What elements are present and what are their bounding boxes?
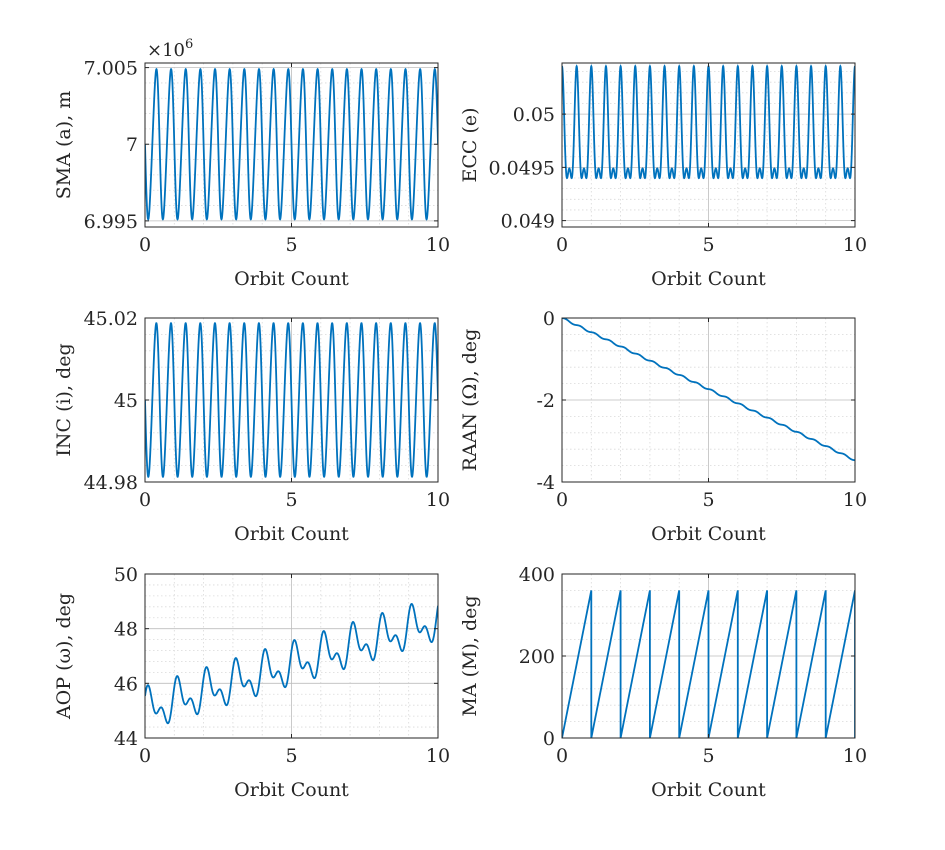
- y-tick-label: 0: [543, 728, 555, 750]
- y-tick-label: 0.049: [501, 211, 555, 233]
- x-tick-label: 5: [285, 234, 297, 256]
- x-tick-label: 0: [139, 489, 151, 511]
- subplot-6: 0 5 10 0 200 400 Orbit Count MA (M), deg: [459, 564, 867, 801]
- y-tick-label: 46: [114, 673, 138, 695]
- x-tick-label: 10: [843, 745, 867, 767]
- y-tick-label: 0.0495: [489, 157, 555, 179]
- subplot-5: 0 5 10 44 46 48 50 Orbit Count AOP (ω), deg: [53, 564, 450, 801]
- tick-marks: [144, 573, 439, 739]
- y-tick-label: 44: [114, 728, 138, 750]
- x-axis-label: Orbit Count: [234, 268, 349, 290]
- y-axis-label: MA (M), deg: [459, 595, 481, 716]
- x-tick-label: 5: [702, 489, 714, 511]
- y-axis-label: RAAN (Ω), deg: [459, 329, 481, 472]
- tick-marks: [561, 317, 856, 483]
- x-axis-label: Orbit Count: [651, 268, 766, 290]
- series-line: [562, 318, 855, 462]
- tick-marks: [144, 63, 439, 227]
- x-axis-label: Orbit Count: [651, 523, 766, 545]
- x-tick-label: 0: [556, 745, 568, 767]
- x-tick-label: 5: [702, 745, 714, 767]
- x-tick-label: 10: [426, 489, 450, 511]
- x-axis-label: Orbit Count: [234, 523, 349, 545]
- y-tick-label: 48: [114, 619, 138, 641]
- series-line: [145, 322, 438, 478]
- x-tick-label: 0: [556, 489, 568, 511]
- y-exponent-label: ×106: [147, 37, 193, 61]
- x-tick-label: 10: [843, 489, 867, 511]
- subplot-4: 0 5 10 -4 -2 0 Orbit Count RAAN (Ω), deg: [459, 308, 867, 545]
- y-tick-label: 0: [543, 308, 555, 330]
- subplot-3: 0 5 10 44.98 45 45.02 Orbit Count INC (i), deg: [53, 308, 450, 545]
- y-tick-label: 7.005: [84, 58, 138, 80]
- x-tick-label: 5: [702, 234, 714, 256]
- y-tick-label: 50: [114, 564, 138, 586]
- x-axis-label: Orbit Count: [234, 779, 349, 801]
- x-axis-label: Orbit Count: [651, 779, 766, 801]
- y-tick-label: 45: [114, 390, 138, 412]
- subplot-2: 0 5 10 0.049 0.0495 0.05 Orbit Count ECC (e): [459, 62, 867, 290]
- y-tick-label: -2: [536, 390, 555, 412]
- x-tick-label: 0: [139, 234, 151, 256]
- x-tick-label: 5: [285, 489, 297, 511]
- x-tick-label: 0: [139, 745, 151, 767]
- y-tick-label: -4: [536, 472, 555, 494]
- y-tick-label: 7: [126, 134, 138, 156]
- y-tick-label: 44.98: [84, 472, 138, 494]
- y-tick-label: 45.02: [84, 308, 138, 330]
- x-tick-label: 5: [285, 745, 297, 767]
- x-tick-label: 10: [426, 234, 450, 256]
- series-line: [145, 67, 438, 221]
- y-tick-label: 0.05: [513, 104, 555, 126]
- tick-marks: [144, 317, 439, 483]
- y-axis-label: SMA (a), m: [53, 91, 75, 199]
- x-tick-label: 10: [843, 234, 867, 256]
- x-tick-label: 10: [426, 745, 450, 767]
- y-tick-label: 6.995: [84, 211, 138, 233]
- y-axis-label: INC (i), deg: [53, 343, 75, 456]
- y-tick-label: 200: [519, 646, 555, 668]
- y-axis-label: ECC (e): [459, 107, 481, 182]
- x-tick-label: 0: [556, 234, 568, 256]
- y-tick-label: 400: [519, 564, 555, 586]
- subplot-1: 0 5 10 6.995 7 7.005 Orbit Count SMA (a), m ×106: [53, 37, 450, 290]
- y-axis-label: AOP (ω), deg: [53, 593, 75, 720]
- minor-grid: [562, 318, 855, 482]
- series-line: [562, 590, 855, 738]
- minor-grid: [562, 63, 855, 227]
- tick-marks: [561, 573, 856, 739]
- series-line: [145, 603, 438, 725]
- tick-marks: [561, 63, 856, 227]
